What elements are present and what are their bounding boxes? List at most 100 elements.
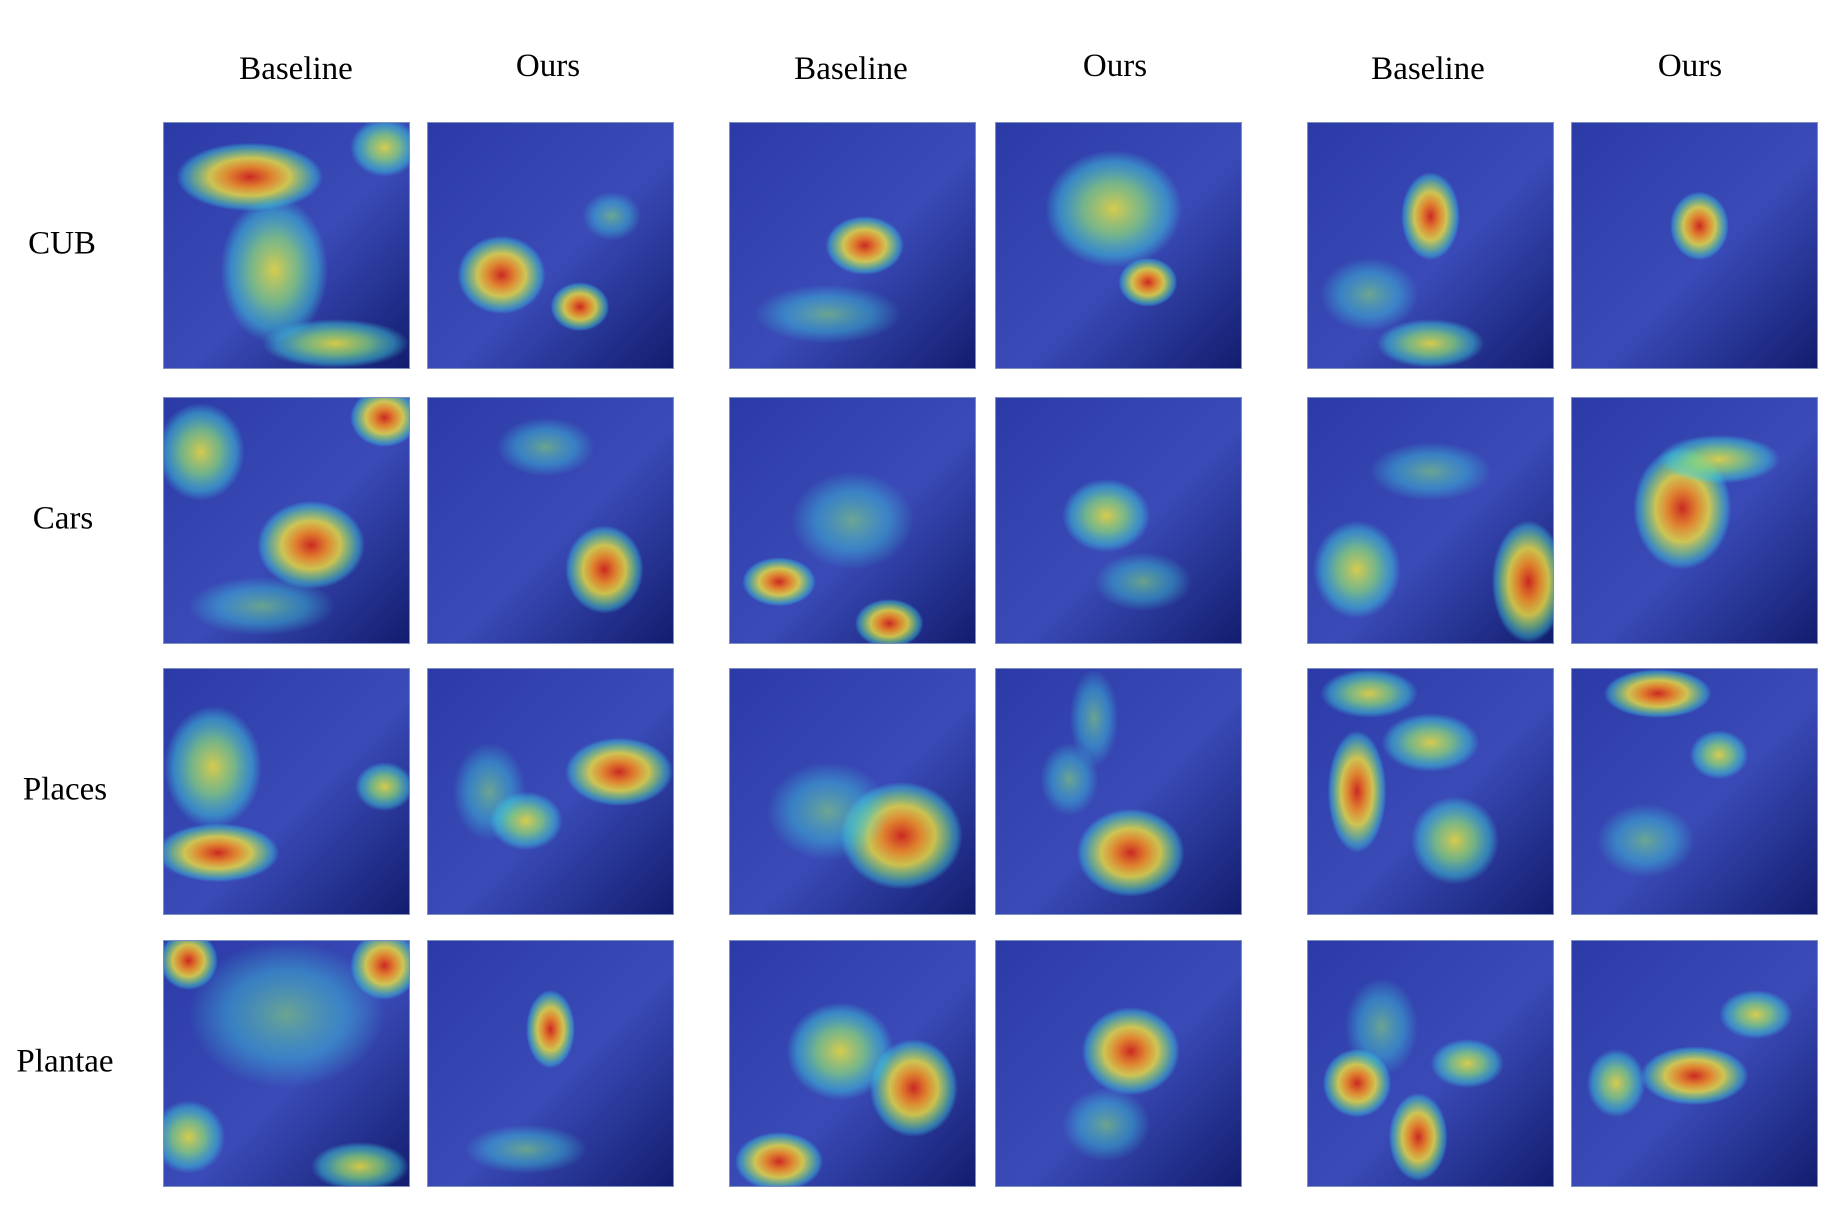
heatmap-image: [428, 398, 673, 643]
row-label-plantae: Plantae: [16, 1043, 114, 1080]
activation-blob: [1491, 520, 1553, 643]
column-header-baseline-2: Baseline: [794, 51, 908, 87]
activation-blob: [311, 1141, 409, 1186]
heatmap-image: [164, 123, 409, 368]
heatmap-places-ours-2: [995, 668, 1242, 915]
activation-blob: [188, 576, 336, 636]
row-label-cars: Cars: [32, 500, 94, 537]
heatmap-plantae-ours-3: [1571, 940, 1818, 1187]
activation-blob: [1076, 808, 1185, 897]
heatmap-cars-baseline-1: [163, 397, 410, 644]
activation-blob: [1062, 478, 1151, 553]
activation-blob: [1388, 1092, 1448, 1182]
activation-blob: [164, 823, 280, 883]
activation-blob: [1320, 669, 1419, 718]
heatmap-image: [996, 398, 1241, 643]
heatmap-image: [1308, 941, 1553, 1186]
activation-blob: [1670, 191, 1729, 261]
heatmap-cub-baseline-3: [1307, 122, 1554, 369]
activation-blob: [854, 598, 924, 643]
heatmap-image: [730, 398, 975, 643]
activation-blob: [734, 1132, 824, 1186]
heatmap-image: [1308, 123, 1553, 368]
heatmap-image: [996, 669, 1241, 914]
activation-blob: [1430, 1039, 1504, 1088]
activation-blob: [742, 557, 816, 607]
activation-blob: [825, 216, 904, 275]
heatmap-image: [1572, 398, 1817, 643]
heatmap-image: [428, 123, 673, 368]
activation-blob: [257, 500, 365, 590]
heatmap-image: [730, 941, 975, 1186]
activation-blob: [350, 398, 409, 447]
heatmap-cars-baseline-2: [729, 397, 976, 644]
heatmap-image: [164, 941, 409, 1186]
activation-blob: [1369, 442, 1492, 501]
activation-blob: [565, 525, 644, 614]
heatmap-cub-ours-1: [427, 122, 674, 369]
heatmap-cub-ours-3: [1571, 122, 1818, 369]
column-header-ours-2: Ours: [1082, 48, 1148, 84]
heatmap-plantae-baseline-3: [1307, 940, 1554, 1187]
heatmap-cars-ours-3: [1571, 397, 1818, 644]
activation-blob: [1657, 434, 1781, 484]
activation-blob: [1410, 796, 1500, 885]
activation-blob: [350, 123, 409, 177]
activation-blob: [1312, 520, 1402, 619]
activation-blob: [188, 941, 385, 1088]
activation-blob: [176, 142, 324, 212]
heatmap-places-ours-1: [427, 668, 674, 915]
activation-blob: [1062, 1088, 1151, 1162]
activation-blob: [766, 762, 890, 861]
activation-blob: [1401, 172, 1460, 261]
activation-blob: [1094, 552, 1192, 612]
activation-blob: [464, 1124, 588, 1174]
activation-blob: [550, 282, 610, 332]
row-label-places: Places: [22, 771, 108, 808]
activation-blob: [1081, 1007, 1180, 1096]
activation-blob: [164, 402, 245, 501]
activation-blob: [1344, 977, 1419, 1076]
activation-blob: [489, 791, 563, 851]
heatmap-image: [1572, 941, 1817, 1186]
activation-blob: [565, 737, 673, 807]
column-header-baseline-1: Baseline: [239, 51, 353, 87]
heatmap-image: [428, 669, 673, 914]
heatmap-image: [996, 123, 1241, 368]
activation-blob: [582, 191, 642, 241]
activation-blob: [1640, 1046, 1749, 1106]
activation-blob: [457, 235, 546, 315]
activation-blob: [1719, 990, 1793, 1039]
heatmap-cars-ours-2: [995, 397, 1242, 644]
activation-blob: [164, 705, 262, 829]
activation-blob: [220, 196, 329, 344]
activation-blob: [1689, 730, 1749, 780]
heatmap-places-baseline-2: [729, 668, 976, 915]
heatmap-cars-ours-1: [427, 397, 674, 644]
heatmap-image: [428, 941, 673, 1186]
activation-blob: [355, 762, 409, 812]
activation-blob: [262, 319, 409, 368]
activation-blob: [526, 990, 575, 1069]
heatmap-image: [164, 669, 409, 914]
heatmap-image: [996, 941, 1241, 1186]
activation-blob: [786, 1002, 895, 1101]
heatmap-plantae-ours-2: [995, 940, 1242, 1187]
heatmap-places-baseline-3: [1307, 668, 1554, 915]
heatmap-image: [730, 123, 975, 368]
heatmap-cars-baseline-3: [1307, 397, 1554, 644]
heatmap-plantae-baseline-2: [729, 940, 976, 1187]
activation-blob: [1596, 803, 1695, 878]
column-header-baseline-3: Baseline: [1371, 51, 1485, 87]
activation-blob: [1327, 730, 1387, 853]
heatmap-plantae-baseline-1: [163, 940, 410, 1187]
activation-blob: [1376, 319, 1485, 368]
column-header-ours-1: Ours: [515, 48, 581, 84]
heatmap-plantae-ours-1: [427, 940, 674, 1187]
activation-blob: [1586, 1048, 1646, 1118]
heatmap-cub-ours-2: [995, 122, 1242, 369]
activation-blob: [1045, 149, 1183, 268]
heatmap-image: [1572, 669, 1817, 914]
row-label-cub: CUB: [28, 225, 96, 262]
